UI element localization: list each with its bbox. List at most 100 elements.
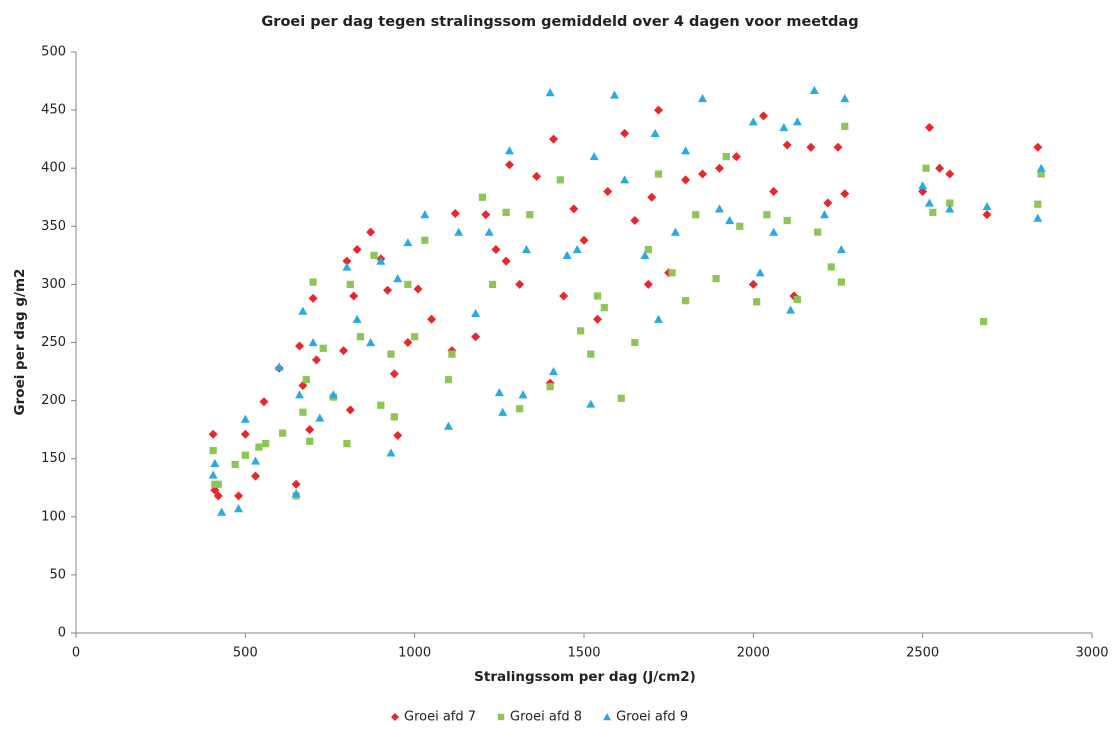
point (403, 238, 413, 247)
point (946, 199, 954, 207)
x-tick-label: 3000 (1075, 646, 1108, 661)
point (840, 93, 850, 103)
point (698, 169, 708, 179)
point (291, 479, 301, 489)
point (411, 333, 419, 341)
legend-label: Groei afd 9 (616, 710, 688, 725)
point (682, 297, 690, 305)
point (572, 245, 582, 254)
x-tick-label: 500 (233, 646, 258, 661)
chart-title: Groei per dag tegen stralingssom gemidde… (261, 14, 858, 30)
point (748, 117, 758, 126)
y-tick-label: 50 (49, 567, 66, 582)
point (386, 448, 396, 457)
x-tick-label: 2000 (737, 646, 770, 661)
point (240, 414, 250, 423)
legend-marker (497, 713, 505, 721)
point (924, 198, 934, 207)
point (1036, 163, 1046, 172)
point (298, 306, 308, 315)
point (389, 369, 399, 379)
point (342, 262, 352, 271)
point (295, 390, 305, 399)
point (352, 245, 362, 255)
y-tick-label: 200 (41, 393, 66, 408)
point (450, 209, 460, 219)
point (498, 407, 508, 416)
point (403, 338, 413, 347)
point (654, 170, 663, 178)
point (692, 211, 700, 219)
point (502, 208, 510, 216)
point (488, 280, 497, 288)
point (809, 85, 819, 94)
point (494, 387, 504, 397)
point (827, 263, 835, 271)
point (577, 327, 585, 335)
point (644, 245, 652, 254)
point (725, 215, 735, 225)
point (763, 211, 771, 219)
point (471, 332, 481, 342)
point (278, 429, 287, 437)
point (712, 274, 720, 283)
point (420, 210, 430, 219)
point (782, 140, 792, 150)
point (231, 460, 239, 469)
point (315, 413, 325, 422)
point (836, 245, 846, 254)
point (549, 367, 559, 376)
point (532, 171, 542, 181)
point (366, 338, 376, 347)
point (609, 90, 619, 99)
point (681, 146, 691, 155)
x-axis-title: Stralingssom per dag (J/cm2) (474, 669, 696, 685)
point (413, 284, 423, 294)
point (491, 245, 501, 255)
point (786, 305, 796, 314)
point (308, 338, 318, 347)
y-tick-label: 350 (41, 219, 66, 234)
point (620, 175, 630, 184)
point (556, 176, 564, 184)
point (736, 222, 744, 230)
point (241, 451, 249, 459)
point (383, 285, 393, 295)
point (421, 236, 429, 244)
point (569, 204, 579, 214)
legend-label: Groei afd 7 (404, 710, 476, 725)
point (714, 204, 724, 213)
point (935, 163, 945, 173)
point (302, 376, 310, 384)
point (390, 413, 398, 421)
x-tick-label: 0 (72, 646, 80, 661)
point (833, 142, 843, 152)
point (274, 362, 284, 371)
point (589, 152, 599, 161)
point (586, 399, 596, 408)
point (356, 333, 365, 341)
point (924, 123, 934, 133)
y-tick-label: 150 (41, 451, 66, 466)
point (640, 250, 650, 259)
point (654, 105, 664, 115)
point (779, 123, 789, 132)
point (308, 293, 318, 303)
y-tick-label: 450 (41, 103, 66, 118)
point (504, 146, 514, 155)
point (448, 350, 456, 358)
y-tick-label: 100 (41, 509, 66, 524)
y-tick-label: 250 (41, 335, 66, 350)
point (352, 314, 362, 323)
point (769, 186, 779, 196)
y-axis-title: Groei per dag g/m2 (12, 269, 28, 416)
point (1037, 170, 1045, 178)
point (722, 152, 730, 161)
point (549, 134, 559, 144)
point (620, 128, 630, 138)
point (240, 429, 250, 439)
point (501, 256, 511, 266)
point (579, 235, 589, 245)
point (922, 164, 930, 172)
point (454, 227, 464, 236)
